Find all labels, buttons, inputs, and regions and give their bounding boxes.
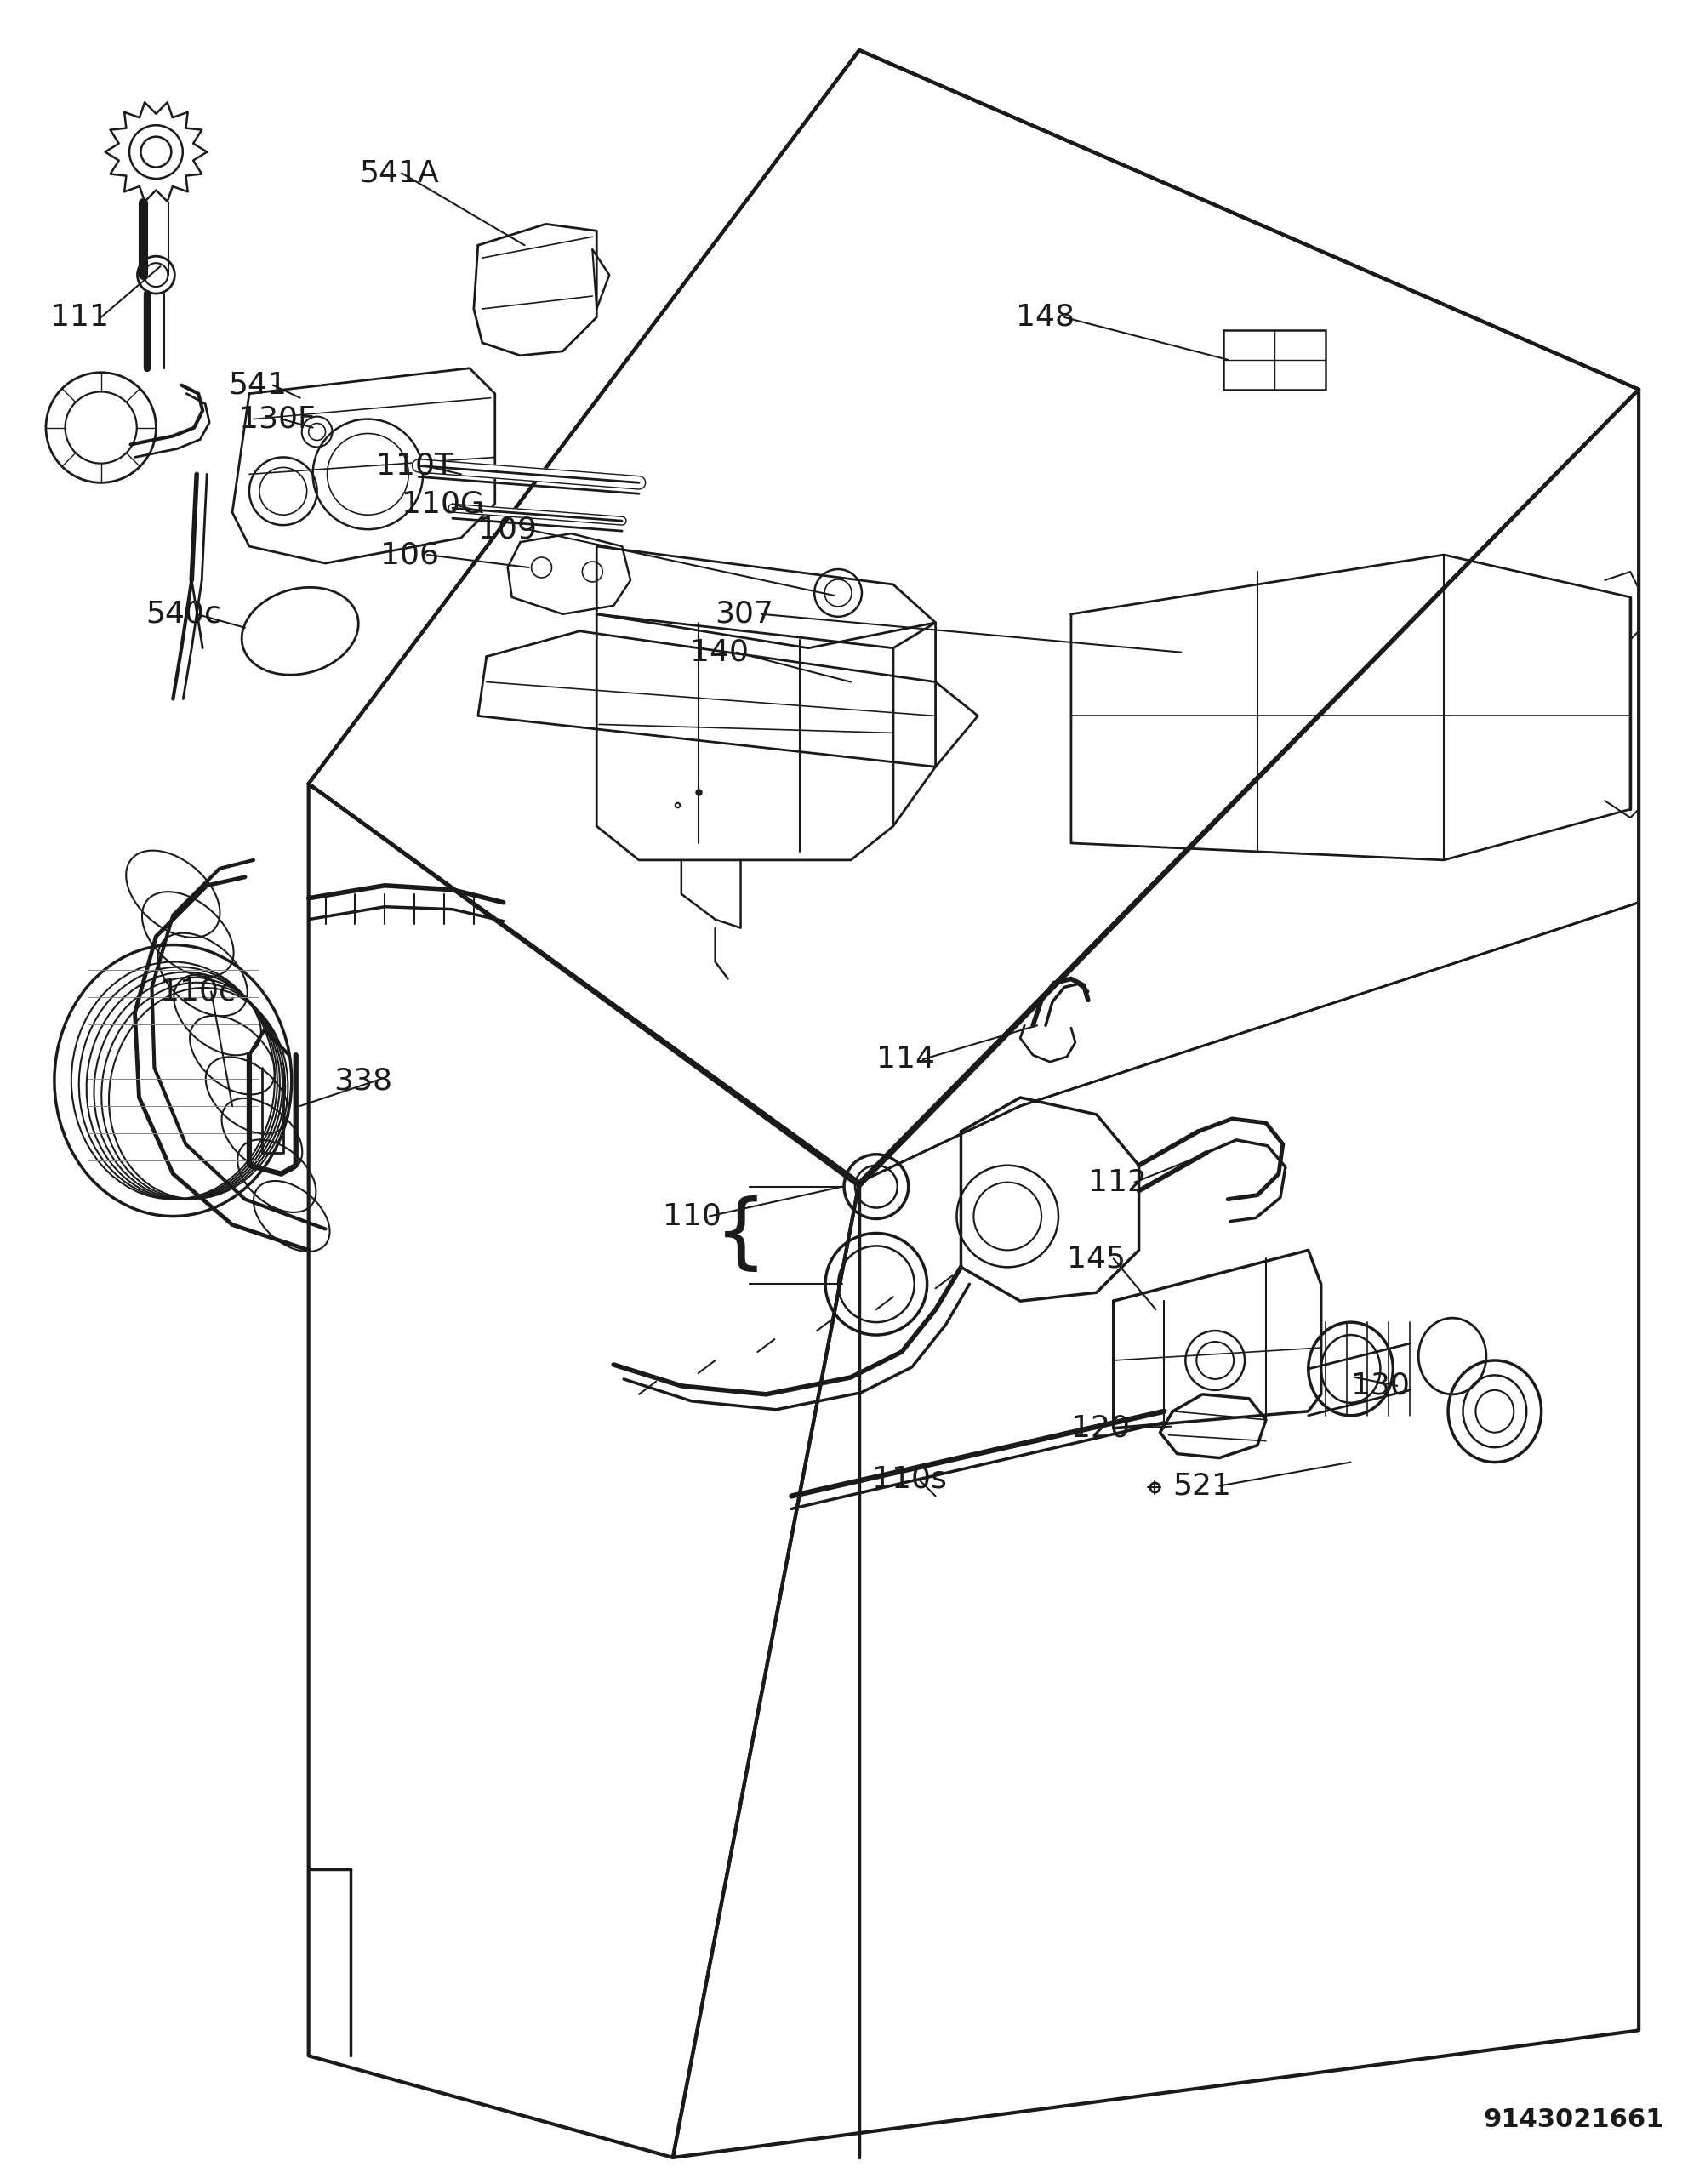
Bar <box>1224 330 1325 389</box>
Text: 541A: 541A <box>360 159 440 188</box>
Text: 541: 541 <box>228 371 286 400</box>
Text: 110G: 110G <box>402 489 484 518</box>
Text: 130: 130 <box>1350 1372 1410 1400</box>
Text: 307: 307 <box>714 601 774 629</box>
Text: 111: 111 <box>49 304 109 332</box>
Text: 110s: 110s <box>871 1465 946 1494</box>
Text: {: { <box>714 1195 767 1275</box>
Text: 112: 112 <box>1088 1168 1147 1197</box>
Text: 120: 120 <box>1071 1413 1130 1444</box>
Text: 106: 106 <box>380 539 440 570</box>
Text: 110: 110 <box>663 1201 721 1232</box>
Text: 521: 521 <box>1173 1472 1231 1500</box>
Text: 338: 338 <box>334 1066 392 1094</box>
Text: 148: 148 <box>1016 304 1074 332</box>
Text: 130F: 130F <box>239 404 315 435</box>
Text: 9143021661: 9143021661 <box>1483 2108 1664 2132</box>
Text: 540c: 540c <box>147 601 222 629</box>
Text: 140: 140 <box>691 638 748 666</box>
Text: 110c: 110c <box>160 976 235 1007</box>
Text: 110T: 110T <box>377 452 454 480</box>
Text: 109: 109 <box>477 515 537 544</box>
Text: 114: 114 <box>876 1044 934 1075</box>
Text: 145: 145 <box>1067 1245 1125 1273</box>
